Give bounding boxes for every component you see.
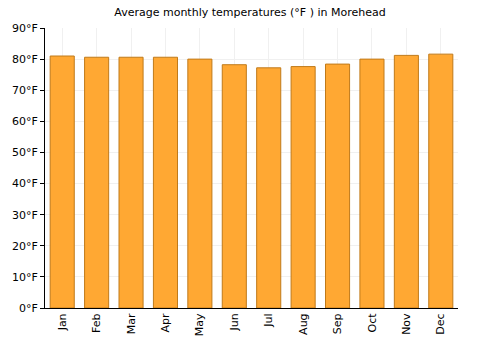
svg-text:70°F: 70°F xyxy=(12,84,38,97)
svg-text:40°F: 40°F xyxy=(12,177,38,190)
svg-text:10°F: 10°F xyxy=(12,271,38,284)
svg-text:Feb: Feb xyxy=(90,313,103,332)
svg-text:Jun: Jun xyxy=(228,313,241,331)
svg-text:Aug: Aug xyxy=(297,313,310,334)
svg-text:30°F: 30°F xyxy=(12,209,38,222)
svg-text:Jul: Jul xyxy=(262,313,275,327)
svg-text:May: May xyxy=(193,313,206,336)
svg-text:80°F: 80°F xyxy=(12,53,38,66)
svg-text:Sep: Sep xyxy=(331,313,344,334)
svg-text:Oct: Oct xyxy=(366,313,379,333)
svg-text:Average monthly temperatures (: Average monthly temperatures (°F ) in Mo… xyxy=(114,6,385,19)
svg-text:Apr: Apr xyxy=(159,313,172,333)
svg-text:50°F: 50°F xyxy=(12,146,38,159)
svg-text:Nov: Nov xyxy=(400,313,413,335)
svg-text:60°F: 60°F xyxy=(12,115,38,128)
svg-text:Jan: Jan xyxy=(56,313,69,331)
svg-text:20°F: 20°F xyxy=(12,240,38,253)
svg-text:Mar: Mar xyxy=(125,313,138,334)
svg-text:0°F: 0°F xyxy=(19,302,38,315)
svg-text:Dec: Dec xyxy=(434,313,447,334)
svg-text:90°F: 90°F xyxy=(12,22,38,35)
